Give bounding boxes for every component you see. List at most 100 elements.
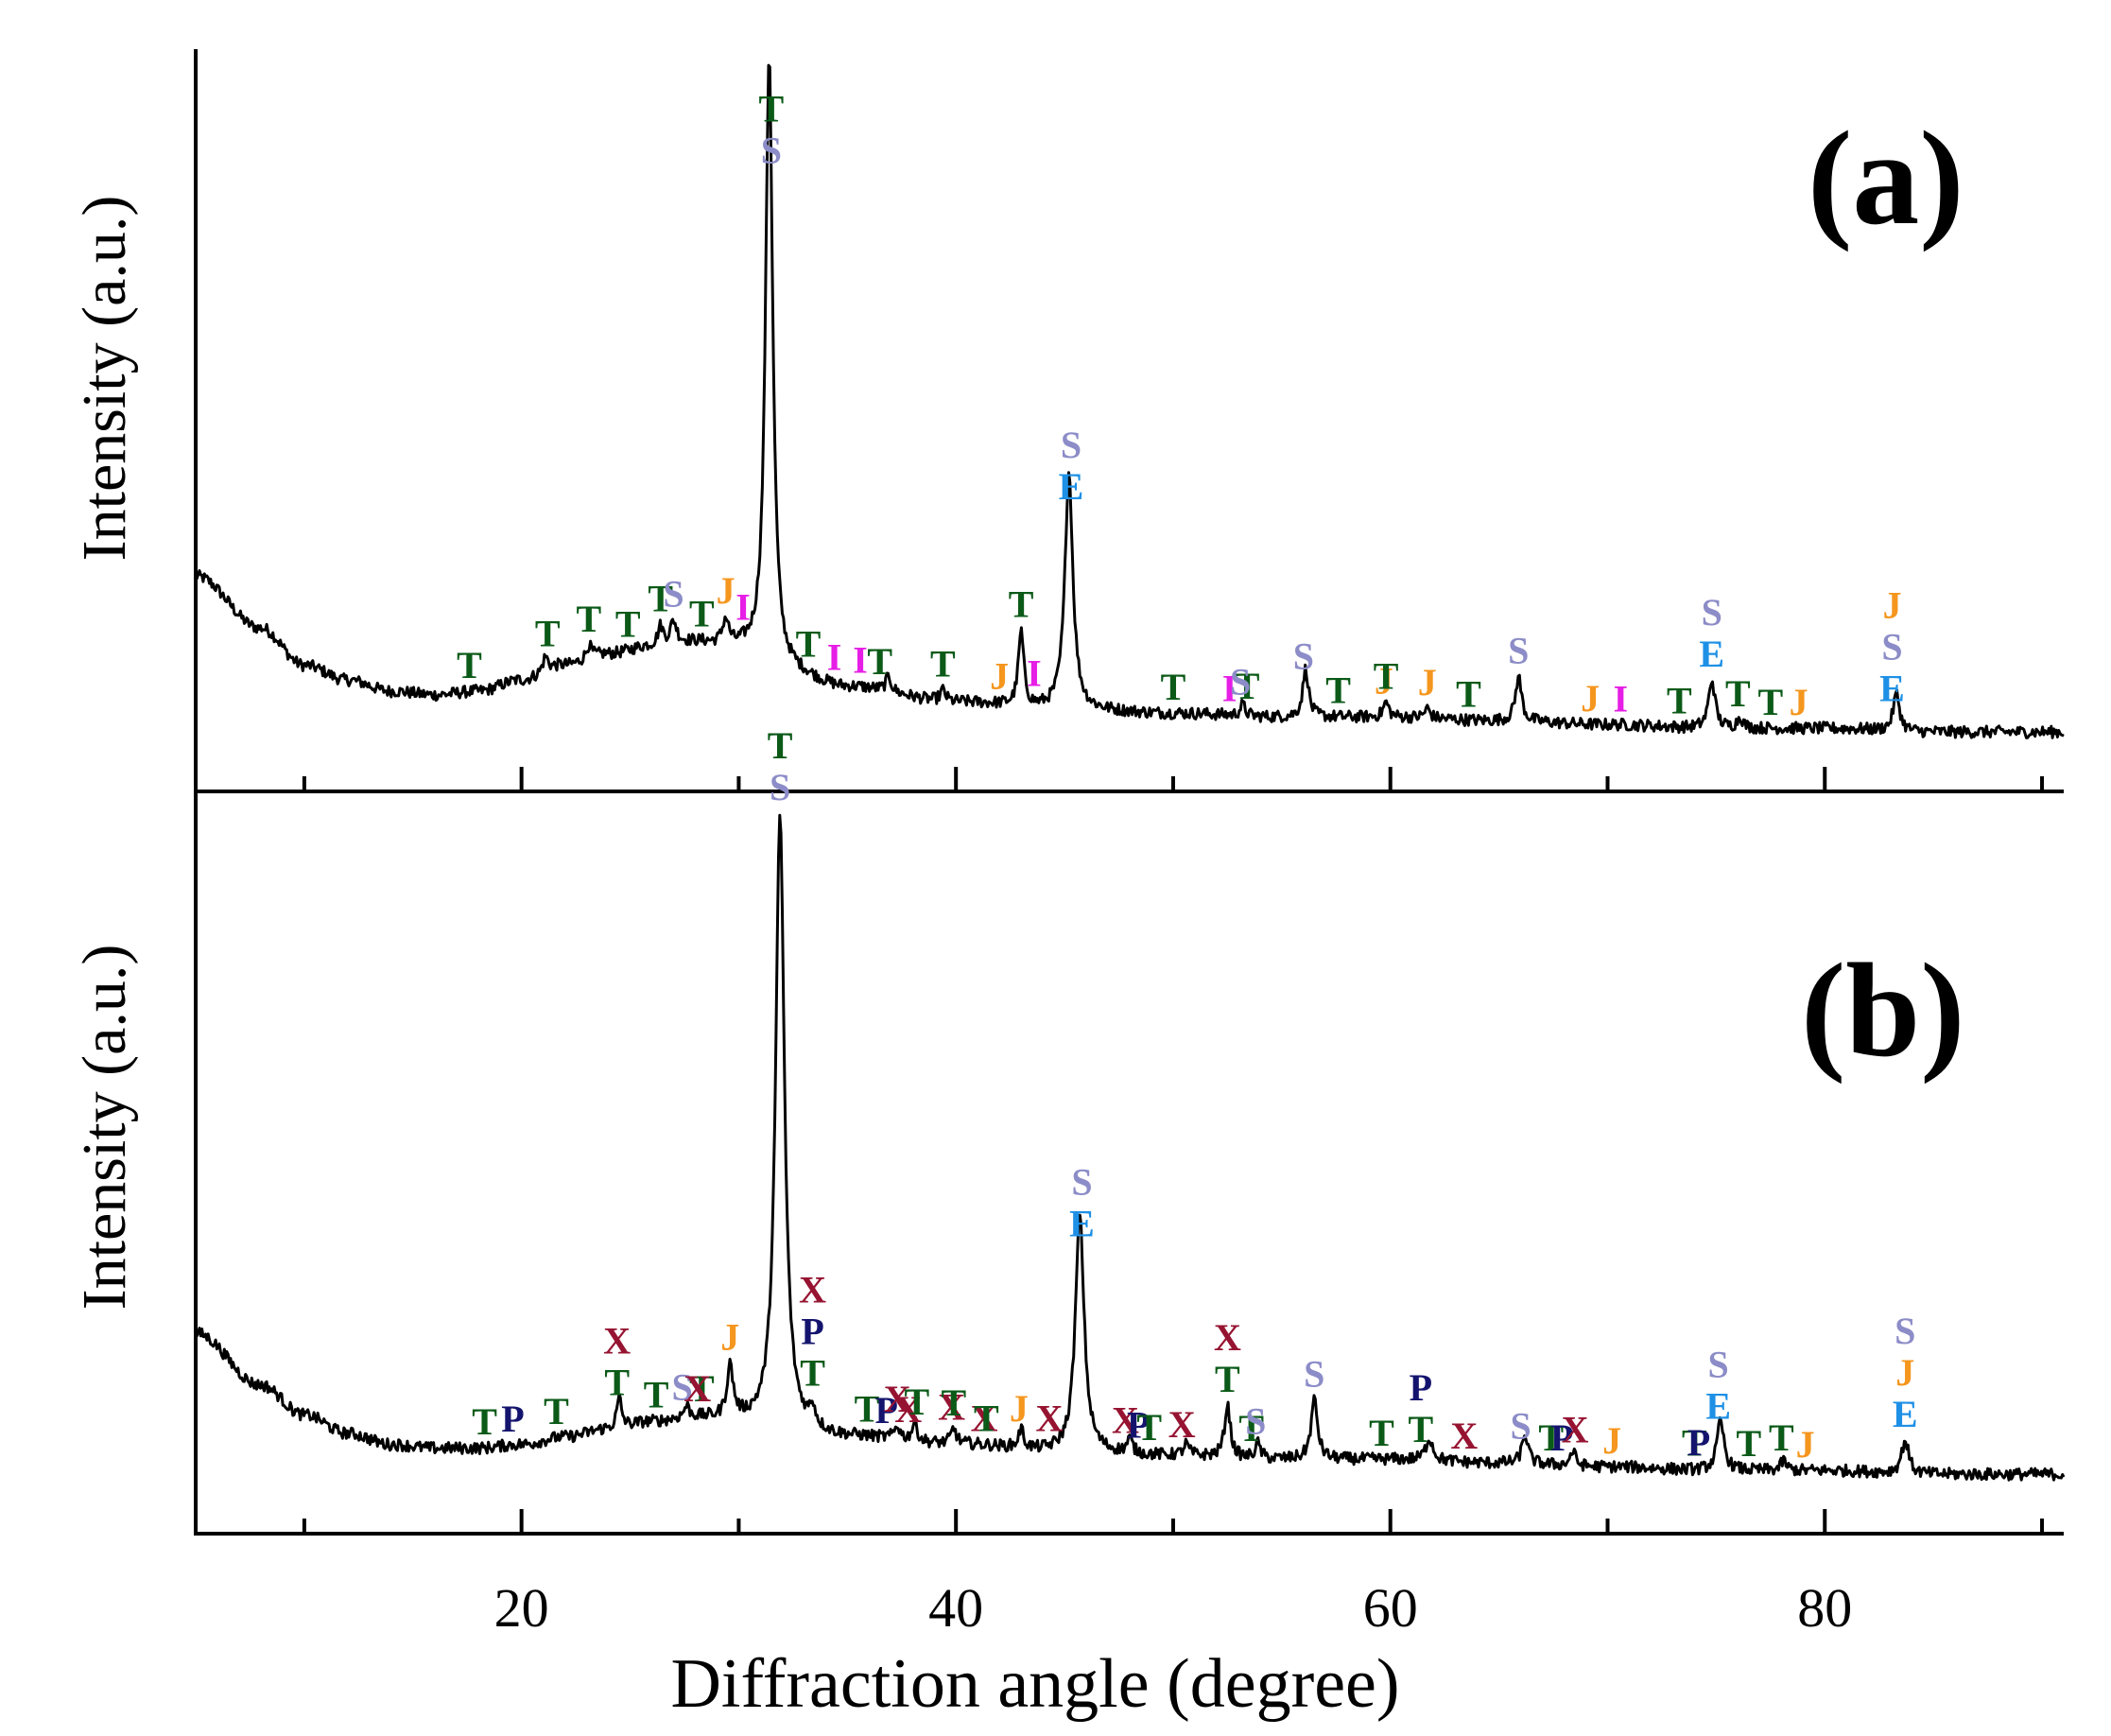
- phase-label-x: X: [1112, 1398, 1139, 1441]
- phase-label-j: J: [1581, 677, 1600, 720]
- phase-label-t: T: [689, 1367, 715, 1410]
- phase-label-t: T: [1757, 681, 1783, 723]
- panel-a-ticks: [302, 767, 2045, 791]
- phase-label-x: X: [1214, 1316, 1241, 1359]
- panel-b-trace: [194, 813, 2066, 1482]
- phase-label-j: J: [1418, 661, 1437, 703]
- phase-label-t: T: [689, 592, 715, 634]
- phase-label-j: J: [1602, 1419, 1621, 1462]
- phase-label-t: T: [1725, 672, 1751, 715]
- phase-label-p: P: [874, 1389, 897, 1432]
- phase-label-i: I: [735, 585, 751, 628]
- phase-label-t: T: [867, 640, 892, 683]
- phase-label-p: P: [1550, 1416, 1573, 1459]
- phase-label-s: S: [1061, 424, 1081, 466]
- phase-label-j: J: [717, 569, 735, 612]
- phase-label-t: T: [1215, 1358, 1240, 1400]
- phase-label-s: S: [1702, 591, 1722, 634]
- phase-label-t: T: [942, 1381, 967, 1424]
- panel-a-label: (a): [1808, 103, 1964, 252]
- phase-label-t: T: [1374, 654, 1399, 697]
- phase-label-t: T: [904, 1380, 929, 1423]
- phase-label-t: T: [1769, 1416, 1794, 1459]
- phase-label-p: P: [1410, 1366, 1432, 1409]
- phase-label-e: E: [1069, 1202, 1095, 1244]
- phase-label-x: X: [894, 1388, 922, 1431]
- phase-label-s: S: [1708, 1343, 1729, 1385]
- phase-label-x: X: [1168, 1403, 1196, 1446]
- phase-label-x: X: [971, 1397, 998, 1439]
- phase-label-s: S: [1304, 1352, 1324, 1395]
- phase-label-s: S: [1510, 1404, 1531, 1447]
- phase-label-i: I: [853, 639, 868, 682]
- phase-label-s: S: [663, 573, 683, 616]
- phase-label-j: J: [1375, 659, 1393, 702]
- x-tick-label: 20: [494, 1577, 549, 1639]
- phase-label-t: T: [759, 87, 785, 130]
- phase-label-s: S: [761, 129, 782, 171]
- phase-label-t: T: [1136, 1406, 1162, 1449]
- phase-label-s: S: [1293, 635, 1314, 678]
- phase-label-s: S: [1881, 625, 1902, 668]
- phase-label-s: S: [1245, 1400, 1266, 1443]
- phase-label-x: X: [1036, 1397, 1064, 1439]
- phase-label-t: T: [1325, 669, 1351, 712]
- phase-label-p: P: [801, 1310, 823, 1352]
- phase-label-x: X: [1562, 1408, 1589, 1450]
- phase-label-x: X: [938, 1386, 965, 1429]
- phase-label-p: P: [1687, 1421, 1710, 1464]
- phase-label-t: T: [1009, 583, 1034, 626]
- phase-label-t: T: [1667, 679, 1692, 721]
- panel-b-frame: [194, 791, 2064, 1536]
- phase-label-j: J: [1796, 1423, 1815, 1466]
- phase-label-t: T: [930, 642, 956, 685]
- phase-label-e: E: [1699, 633, 1724, 675]
- phase-label-j: J: [1895, 1351, 1914, 1394]
- phase-label-i: I: [1027, 652, 1042, 695]
- panel-a-ylabel: Intensity (a.u.): [70, 196, 139, 562]
- phase-label-i: I: [827, 635, 842, 678]
- phase-label-t: T: [577, 598, 602, 640]
- phase-label-x: X: [603, 1320, 631, 1363]
- phase-label-x: X: [799, 1268, 826, 1311]
- phase-label-t: T: [1456, 672, 1481, 715]
- phase-label-t: T: [1161, 666, 1186, 708]
- phase-label-t: T: [1538, 1416, 1564, 1459]
- x-tick-label: 60: [1363, 1577, 1418, 1639]
- phase-label-j: J: [1790, 681, 1808, 723]
- phase-label-s: S: [1895, 1310, 1915, 1352]
- phase-label-e: E: [1705, 1384, 1731, 1427]
- phase-label-p: P: [1127, 1404, 1150, 1447]
- phase-label-t: T: [855, 1388, 880, 1431]
- phase-label-t: T: [796, 623, 822, 666]
- panel-b-ylabel: Intensity (a.u.): [70, 945, 139, 1311]
- panel-b-label: (b): [1801, 935, 1965, 1085]
- phase-label-t: T: [544, 1390, 569, 1432]
- phase-label-t: T: [1369, 1412, 1394, 1454]
- phase-label-j: J: [1010, 1387, 1029, 1430]
- phase-label-j: J: [1882, 583, 1901, 626]
- phase-label-t: T: [648, 578, 673, 620]
- phase-label-t: T: [1238, 1407, 1264, 1450]
- phase-label-t: T: [974, 1397, 999, 1440]
- phase-label-t: T: [457, 644, 482, 686]
- phase-label-t: T: [644, 1373, 669, 1415]
- x-tick-labels: 20 40 60 80: [494, 1577, 1853, 1639]
- phase-label-e: E: [1879, 667, 1905, 709]
- phase-label-t: T: [1235, 665, 1260, 707]
- phase-label-t: T: [615, 602, 641, 645]
- phase-label-x: X: [884, 1378, 911, 1420]
- phase-label-s: S: [1071, 1160, 1092, 1203]
- phase-label-t: T: [1736, 1422, 1761, 1465]
- phase-label-t: T: [768, 724, 793, 767]
- phase-label-x: X: [1450, 1415, 1478, 1457]
- phase-label-x: X: [683, 1367, 711, 1410]
- phase-label-s: S: [770, 766, 790, 808]
- phase-label-j: J: [990, 654, 1009, 697]
- phase-label-s: S: [1508, 630, 1529, 672]
